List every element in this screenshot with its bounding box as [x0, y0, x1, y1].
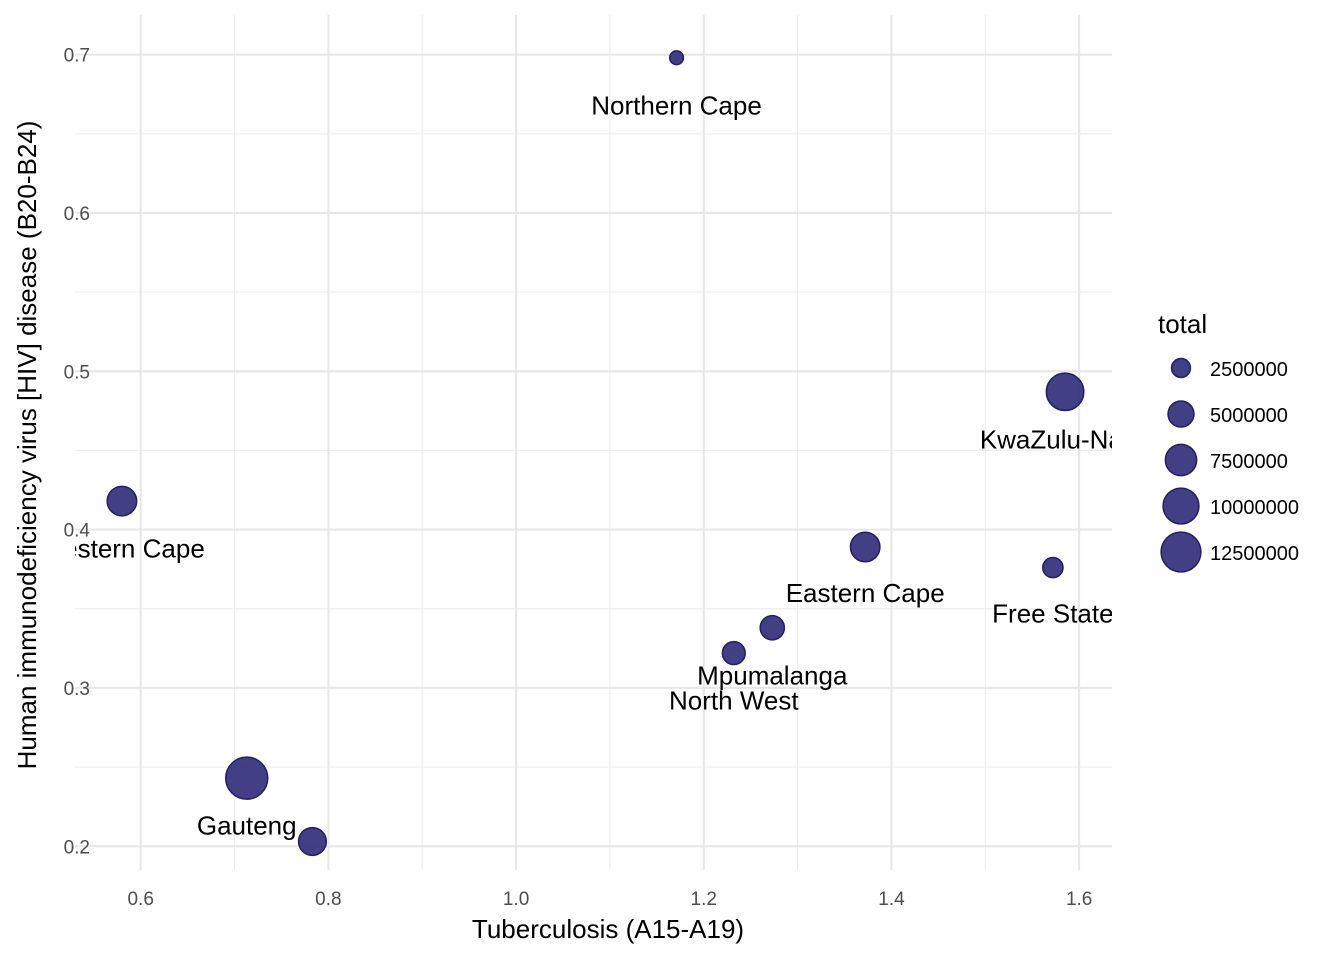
data-point: [299, 828, 327, 856]
legend-key: [1168, 401, 1194, 427]
legend-label: 10000000: [1210, 497, 1299, 519]
point-label: Gauteng: [197, 811, 297, 841]
y-tick-label: 0.7: [64, 46, 90, 67]
data-point: [1046, 373, 1083, 410]
x-tick-label: 1.4: [878, 889, 905, 910]
data-point: [107, 486, 136, 515]
x-tick-label: 0.8: [315, 889, 341, 910]
point-label: Eastern Cape: [786, 578, 945, 608]
data-points: [107, 51, 1084, 855]
point-label: KwaZulu-Natal: [980, 424, 1151, 454]
point-label: Free State: [992, 599, 1113, 629]
y-tick-label: 0.6: [64, 204, 90, 225]
x-tick-label: 0.6: [127, 889, 153, 910]
x-axis-title: Tuberculosis (A15-A19): [472, 914, 744, 944]
data-point: [850, 532, 879, 561]
y-axis-title: Human immunodeficiency virus [HIV] disea…: [12, 121, 42, 770]
point-label: Northern Cape: [591, 90, 762, 120]
y-tick-label: 0.5: [64, 362, 90, 383]
legend-label: 12500000: [1210, 543, 1299, 565]
data-point: [760, 616, 784, 640]
x-tick-label: 1.6: [1066, 889, 1092, 910]
x-tick-label: 1.2: [691, 889, 717, 910]
data-point: [670, 51, 684, 65]
y-tick-label: 0.2: [64, 837, 90, 858]
x-tick-labels: 0.6 0.8 1.0 1.2 1.4 1.6: [127, 889, 1092, 910]
point-label: Limpopo: [263, 872, 363, 902]
legend-key: [1163, 488, 1199, 524]
legend-key: [1165, 444, 1196, 475]
y-tick-labels: 0.20.30.40.50.60.7: [64, 46, 91, 859]
size-legend: total 2500000 5000000 7500000 10000000 12500…: [1158, 309, 1299, 572]
legend-title: total: [1158, 309, 1207, 339]
grid: [75, 15, 1112, 870]
legend-label: 2500000: [1210, 359, 1288, 381]
legend-key: [1161, 532, 1201, 572]
legend-key: [1172, 359, 1191, 378]
point-label: North West: [669, 686, 799, 716]
y-tick-label: 0.3: [64, 679, 90, 700]
data-point: [1043, 557, 1063, 577]
data-point: [226, 757, 268, 799]
legend-label: 7500000: [1210, 451, 1288, 473]
x-tick-label: 1.0: [503, 889, 529, 910]
legend-label: 5000000: [1210, 405, 1288, 427]
